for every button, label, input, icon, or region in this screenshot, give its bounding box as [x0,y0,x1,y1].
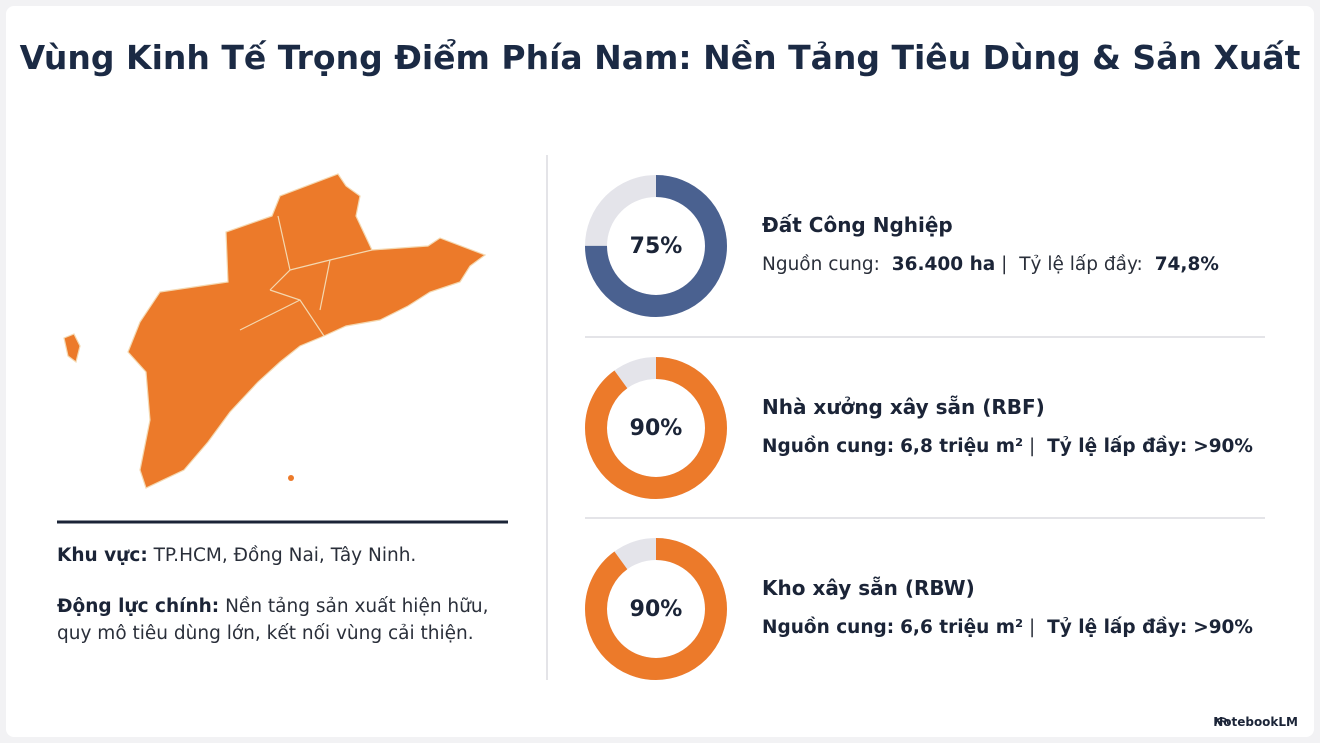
card-title: Kho xây sẵn (RBW) [762,576,975,600]
map [63,173,487,489]
text-part: Tỷ lệ lấp đầy: [1047,436,1188,457]
logo [1215,717,1229,725]
text-part: >90% [1193,436,1253,457]
donut-segment [585,538,727,680]
text-part: | [1029,617,1036,638]
text-part: Động lực chính: [57,596,220,617]
footer: NotebookLM [1213,715,1298,729]
donut-label: 90% [630,597,683,622]
text-part: | [1029,436,1036,457]
text-part: 6,6 triệu m² [900,617,1024,638]
text-part: Nguồn cung: [762,254,880,275]
card-detail: Nguồn cung: 6,6 triệu m² | Tỷ lệ lấp đầy… [762,617,1253,638]
text-part: TP.HCM, Đồng Nai, Tây Ninh. [153,545,417,566]
island [288,475,294,481]
text-part: 6,8 triệu m² [900,436,1024,457]
card-title: Nhà xưởng xây sẵn (RBF) [762,395,1045,419]
donut-label: 75% [630,234,683,259]
donut-segment [585,175,727,317]
text-part: Khu vực: [57,545,148,566]
text-part: >90% [1193,617,1253,638]
text-part: 36.400 ha [891,254,996,275]
description: Động lực chính: Nền tảng sản xuất hiện h… [57,593,507,647]
province-border [239,215,373,337]
text-part: Nguồn cung: [762,436,895,457]
text-part: Nền tảng sản xuất hiện hữu, quy mô tiêu … [57,596,489,644]
text-part: Nguồn cung: [762,617,895,638]
card-detail: Nguồn cung: 36.400 ha | Tỷ lệ lấp đầy: 7… [762,254,1219,275]
text-part: | [1001,254,1008,275]
island [63,333,81,364]
description: Khu vực: TP.HCM, Đồng Nai, Tây Ninh. [57,542,507,569]
card-detail: Nguồn cung: 6,8 triệu m² | Tỷ lệ lấp đầy… [762,436,1253,457]
text-part: Tỷ lệ lấp đầy: [1019,254,1143,275]
donut-segment [585,357,727,499]
region [127,173,487,489]
title: Vùng Kinh Tế Trọng Điểm Phía Nam: Nền Tả… [19,38,1301,77]
donut-label: 90% [630,416,683,441]
card-title: Đất Công Nghiệp [762,213,953,237]
text-part: Tỷ lệ lấp đầy: [1047,617,1188,638]
text-part: 74,8% [1154,254,1219,275]
